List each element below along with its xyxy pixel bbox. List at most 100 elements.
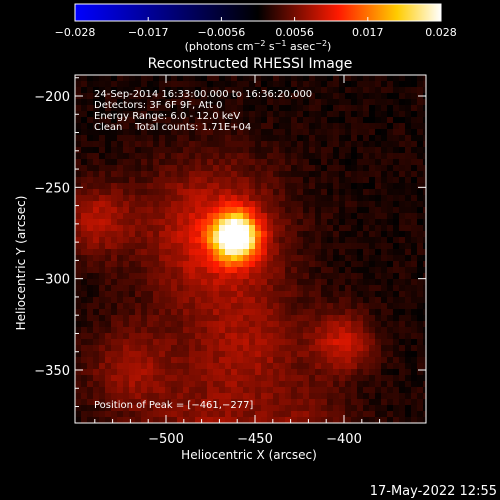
heatmap-cell (123, 219, 129, 225)
heatmap-cell (177, 393, 183, 399)
heatmap-cell (279, 75, 285, 81)
heatmap-cell (285, 135, 291, 141)
heatmap-cell (399, 219, 405, 225)
heatmap-cell (213, 177, 219, 183)
colorbar-ticks: −0.028 −0.017 −0.0056 0.0056 0.017 0.028 (55, 17, 457, 39)
heatmap-cell (195, 183, 201, 189)
heatmap-cell (303, 141, 309, 147)
heatmap-cell (195, 273, 201, 279)
heatmap-cell (123, 303, 129, 309)
heatmap-cell (231, 135, 237, 141)
heatmap-cell (291, 261, 297, 267)
heatmap-cell (411, 333, 417, 339)
heatmap-cell (303, 111, 309, 117)
heatmap-cell (213, 213, 219, 219)
heatmap-cell (327, 297, 333, 303)
heatmap-cell (279, 237, 285, 243)
heatmap-cell (411, 189, 417, 195)
heatmap-cell (129, 363, 135, 369)
heatmap-cell (339, 231, 345, 237)
heatmap-cell (351, 147, 357, 153)
heatmap-cell (303, 249, 309, 255)
heatmap-cell (159, 369, 165, 375)
heatmap-cell (165, 153, 171, 159)
heatmap-cell (273, 411, 279, 417)
heatmap-cell (123, 117, 129, 123)
heatmap-cell (387, 387, 393, 393)
heatmap-cell (345, 189, 351, 195)
heatmap-cell (189, 213, 195, 219)
heatmap-cell (165, 285, 171, 291)
heatmap-cell (129, 219, 135, 225)
heatmap-cell (267, 231, 273, 237)
heatmap-cell (219, 135, 225, 141)
heatmap-cell (123, 183, 129, 189)
heatmap-cell (297, 327, 303, 333)
heatmap-cell (393, 327, 399, 333)
heatmap-cell (351, 279, 357, 285)
heatmap-cell (237, 309, 243, 315)
heatmap-cell (75, 183, 81, 189)
heatmap-cell (141, 387, 147, 393)
heatmap-cell (165, 189, 171, 195)
heatmap-cell (141, 123, 147, 129)
heatmap-cell (375, 411, 381, 417)
heatmap-cell (357, 87, 363, 93)
heatmap-cell (285, 99, 291, 105)
heatmap-cell (135, 177, 141, 183)
heatmap-cell (225, 135, 231, 141)
heatmap-cell (135, 273, 141, 279)
heatmap-cell (351, 417, 357, 423)
heatmap-cell (153, 183, 159, 189)
heatmap-cell (357, 213, 363, 219)
heatmap-cell (75, 171, 81, 177)
heatmap-cell (189, 393, 195, 399)
heatmap-cell (279, 417, 285, 423)
heatmap-cell (399, 351, 405, 357)
heatmap-cell (183, 147, 189, 153)
heatmap-cell (345, 225, 351, 231)
heatmap-cell (243, 165, 249, 171)
heatmap-cell (273, 231, 279, 237)
heatmap-cell (285, 171, 291, 177)
heatmap-cell (219, 333, 225, 339)
heatmap-cell (123, 381, 129, 387)
heatmap-cell (87, 123, 93, 129)
heatmap-cell (285, 315, 291, 321)
heatmap-cell (207, 201, 213, 207)
heatmap-cell (273, 351, 279, 357)
heatmap-cell (153, 363, 159, 369)
heatmap-cell (123, 405, 129, 411)
heatmap-cell (135, 309, 141, 315)
heatmap-cell (81, 153, 87, 159)
heatmap-cell (387, 285, 393, 291)
heatmap-cell (387, 129, 393, 135)
heatmap-cell (399, 147, 405, 153)
heatmap-cell (333, 153, 339, 159)
heatmap-cell (219, 105, 225, 111)
heatmap-cell (231, 291, 237, 297)
heatmap-cell (231, 219, 237, 225)
heatmap-cell (99, 129, 105, 135)
heatmap-cell (87, 147, 93, 153)
heatmap-cell (183, 177, 189, 183)
heatmap-cell (243, 135, 249, 141)
heatmap-cell (363, 87, 369, 93)
heatmap-cell (225, 231, 231, 237)
heatmap-cell (87, 309, 93, 315)
heatmap-cell (219, 75, 225, 81)
heatmap-cell (165, 249, 171, 255)
heatmap-cell (273, 285, 279, 291)
heatmap-cell (333, 129, 339, 135)
heatmap-cell (105, 333, 111, 339)
heatmap-cell (339, 111, 345, 117)
heatmap-cell (147, 165, 153, 171)
heatmap-cell (291, 195, 297, 201)
heatmap-cell (357, 111, 363, 117)
heatmap-cell (231, 165, 237, 171)
heatmap-cell (195, 249, 201, 255)
heatmap-cell (339, 117, 345, 123)
heatmap-cell (111, 87, 117, 93)
heatmap-cell (357, 231, 363, 237)
heatmap-cell (159, 123, 165, 129)
